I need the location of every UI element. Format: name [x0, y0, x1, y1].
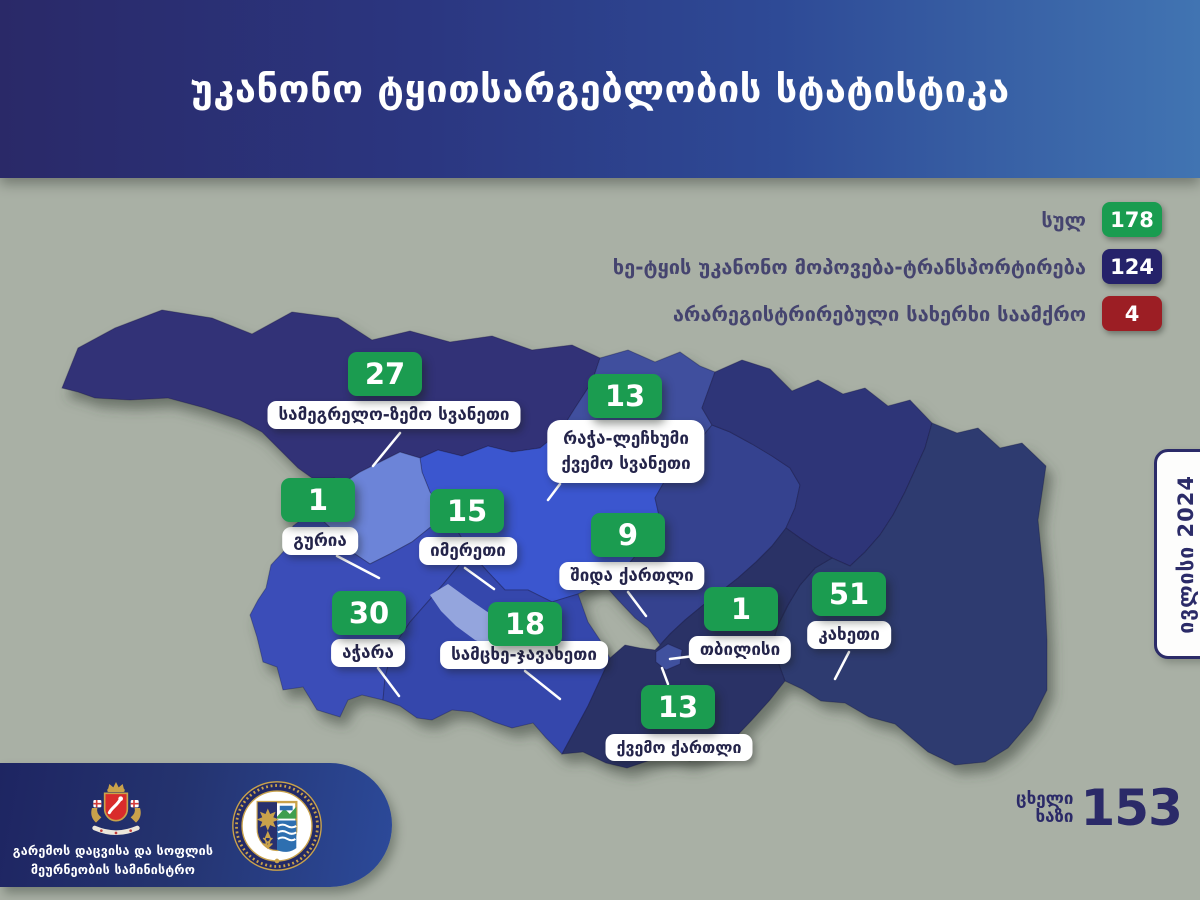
georgia-coat-of-arms-icon [80, 780, 152, 840]
legend-row-sawmill: არარეგისტრირებული სახერხი საამქრო 4 [673, 296, 1162, 331]
legend-value-badge: 178 [1102, 202, 1162, 237]
value-badge-imereti: 15 [430, 489, 504, 533]
value-badge-samegrelo: 27 [348, 352, 422, 396]
region-label-guria: გურია [282, 527, 358, 555]
region-label-samegrelo: სამეგრელო-ზემო სვანეთი [267, 401, 521, 429]
report-month-label: ივლისი 2024 [1174, 474, 1198, 634]
hotline-label-line1: ცხელი [1016, 788, 1074, 809]
legend-value-badge: 124 [1102, 249, 1162, 284]
region-label-adjara: აჭარა [331, 639, 405, 667]
value-badge-kvemo-kartli: 13 [641, 685, 715, 729]
region-tbilisi-shape [655, 643, 683, 671]
region-label-kvemo-kartli: ქვემო ქართლი [605, 734, 753, 761]
value-badge-tbilisi: 1 [704, 587, 778, 631]
region-label-line: რაჭა-ლეჩხუმი [563, 429, 689, 449]
value-badge-guria: 1 [281, 478, 355, 522]
legend-row-total: სულ 178 [1041, 202, 1162, 237]
region-label-racha: რაჭა-ლეჩხუმი ქვემო სვანეთი [547, 420, 705, 484]
page-title: უკანონო ტყითსარგებლობის სტატისტიკა [190, 67, 1010, 111]
ministry-bar: გარემოს დაცვისა და სოფლის მეურნეობის სამ… [0, 763, 392, 887]
region-label-tbilisi: თბილისი [688, 636, 792, 664]
hotline-number: 153 [1080, 779, 1183, 837]
value-badge-kakheti: 51 [812, 572, 886, 616]
header-banner: უკანონო ტყითსარგებლობის სტატისტიკა [0, 0, 1200, 178]
region-label-shida-kartli: შიდა ქართლი [559, 562, 705, 590]
label-connector-lines [335, 431, 851, 701]
value-badge-racha: 13 [588, 374, 662, 418]
ministry-emblem-icon [231, 780, 323, 872]
ministry-name-line1: გარემოს დაცვისა და სოფლის [12, 843, 214, 858]
ministry-name-line2: მეურნეობის სამინისტრო [30, 862, 196, 878]
ministry-name: გარემოს დაცვისა და სოფლის მეურნეობის სამ… [12, 841, 214, 880]
hotline: ცხელი ხაზი 153 [1016, 779, 1183, 837]
legend-label: არარეგისტრირებული სახერხი საამქრო [672, 301, 1086, 326]
legend-label: ხე-ტყის უკანონო მოპოვება-ტრანსპორტირება [612, 254, 1086, 279]
hotline-label: ცხელი ხაზი [1016, 788, 1074, 827]
region-label-line: ქვემო სვანეთი [561, 453, 691, 474]
region-label-samtskhe: სამცხე-ჯავახეთი [440, 641, 608, 669]
value-badge-samtskhe: 18 [488, 602, 562, 646]
hotline-label-line2: ხაზი [1035, 807, 1074, 827]
legend-value-badge: 4 [1102, 296, 1162, 331]
legend-label: სულ [1041, 207, 1086, 232]
region-label-kakheti: კახეთი [807, 621, 891, 649]
value-badge-adjara: 30 [332, 591, 406, 635]
value-badge-shida-kartli: 9 [591, 513, 665, 557]
report-month-tab: ივლისი 2024 [1154, 449, 1200, 659]
region-label-imereti: იმერეთი [419, 537, 517, 565]
legend-row-logging: ხე-ტყის უკანონო მოპოვება-ტრანსპორტირება … [613, 249, 1162, 284]
legend: სულ 178 ხე-ტყის უკანონო მოპოვება-ტრანსპო… [613, 202, 1162, 331]
region-kakheti-shape [771, 422, 1048, 766]
